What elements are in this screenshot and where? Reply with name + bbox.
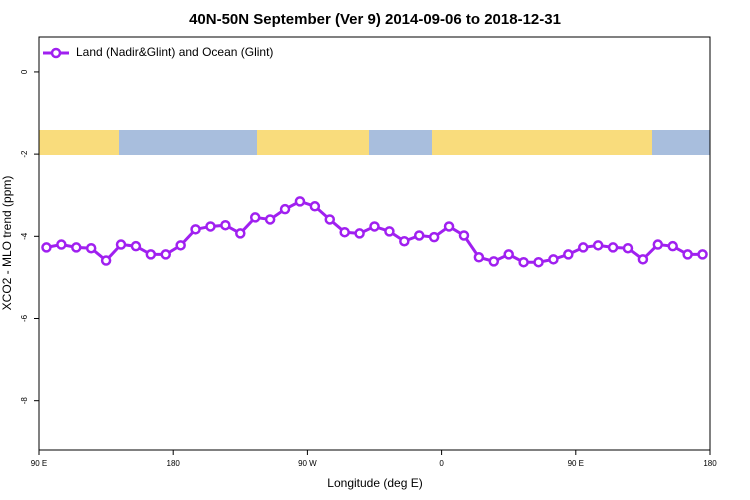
map-land <box>257 130 369 155</box>
y-tick-label: -2 <box>20 150 29 158</box>
y-tick-label: 0 <box>20 69 29 74</box>
data-point <box>249 212 261 223</box>
x-tick-label: 90 W <box>298 459 317 468</box>
x-tick-label: 180 <box>703 459 717 468</box>
data-point <box>458 230 470 241</box>
data-point <box>548 254 559 265</box>
data-point <box>384 226 395 237</box>
data-point <box>667 240 678 252</box>
data-point <box>503 249 514 260</box>
data-point <box>682 249 693 260</box>
data-point <box>160 249 171 260</box>
data-point <box>563 249 574 260</box>
x-tick-label: 0 <box>439 459 444 468</box>
data-point <box>85 242 97 254</box>
data-point <box>607 242 619 253</box>
series-line <box>46 199 703 264</box>
chart-title: 40N-50N September (Ver 9) 2014-09-06 to … <box>189 11 561 28</box>
data-point <box>309 201 321 212</box>
map-strip <box>39 130 710 155</box>
data-point <box>115 239 127 250</box>
data-point <box>652 239 664 250</box>
data-point <box>220 219 231 231</box>
data-point <box>369 221 380 232</box>
data-point <box>399 235 410 247</box>
data-point <box>354 228 365 239</box>
data-point <box>697 249 708 260</box>
data-point <box>578 242 589 253</box>
data-point <box>413 230 425 241</box>
data-point <box>175 240 186 251</box>
data-point <box>100 255 112 266</box>
data-point <box>56 239 67 250</box>
data-point <box>428 231 440 243</box>
y-tick-label: -8 <box>20 397 29 405</box>
data-point <box>533 256 544 268</box>
data-point <box>473 252 485 263</box>
map-land <box>39 130 119 155</box>
data-point <box>637 254 649 265</box>
legend-label: Land (Nadir&Glint) and Ocean (Glint) <box>76 45 273 59</box>
data-point <box>264 214 276 225</box>
data-point <box>443 221 455 232</box>
data-point <box>592 240 604 251</box>
y-tick-label: -6 <box>20 314 29 322</box>
data-point <box>205 221 216 232</box>
data-point <box>518 256 529 268</box>
x-axis-label: Longitude (deg E) <box>327 476 422 490</box>
plot-frame <box>38 36 711 451</box>
data-point <box>488 256 500 267</box>
data-point <box>279 203 291 215</box>
data-point <box>235 228 246 239</box>
data-point <box>294 196 306 207</box>
x-tick-label: 90 E <box>568 459 584 468</box>
legend-marker <box>50 47 62 59</box>
x-tick-label: 180 <box>167 459 181 468</box>
data-point <box>41 242 52 253</box>
y-tick-label: -4 <box>20 232 29 240</box>
data-point <box>324 214 336 225</box>
data-point <box>71 242 82 253</box>
data-point <box>130 240 142 252</box>
data-point <box>339 226 350 238</box>
x-tick-label: 90 E <box>31 459 47 468</box>
y-axis-label: XCO2 - MLO trend (ppm) <box>0 176 14 311</box>
map-land <box>432 130 652 155</box>
data-point <box>622 242 634 254</box>
data-point <box>145 249 157 260</box>
data-point <box>190 224 201 235</box>
